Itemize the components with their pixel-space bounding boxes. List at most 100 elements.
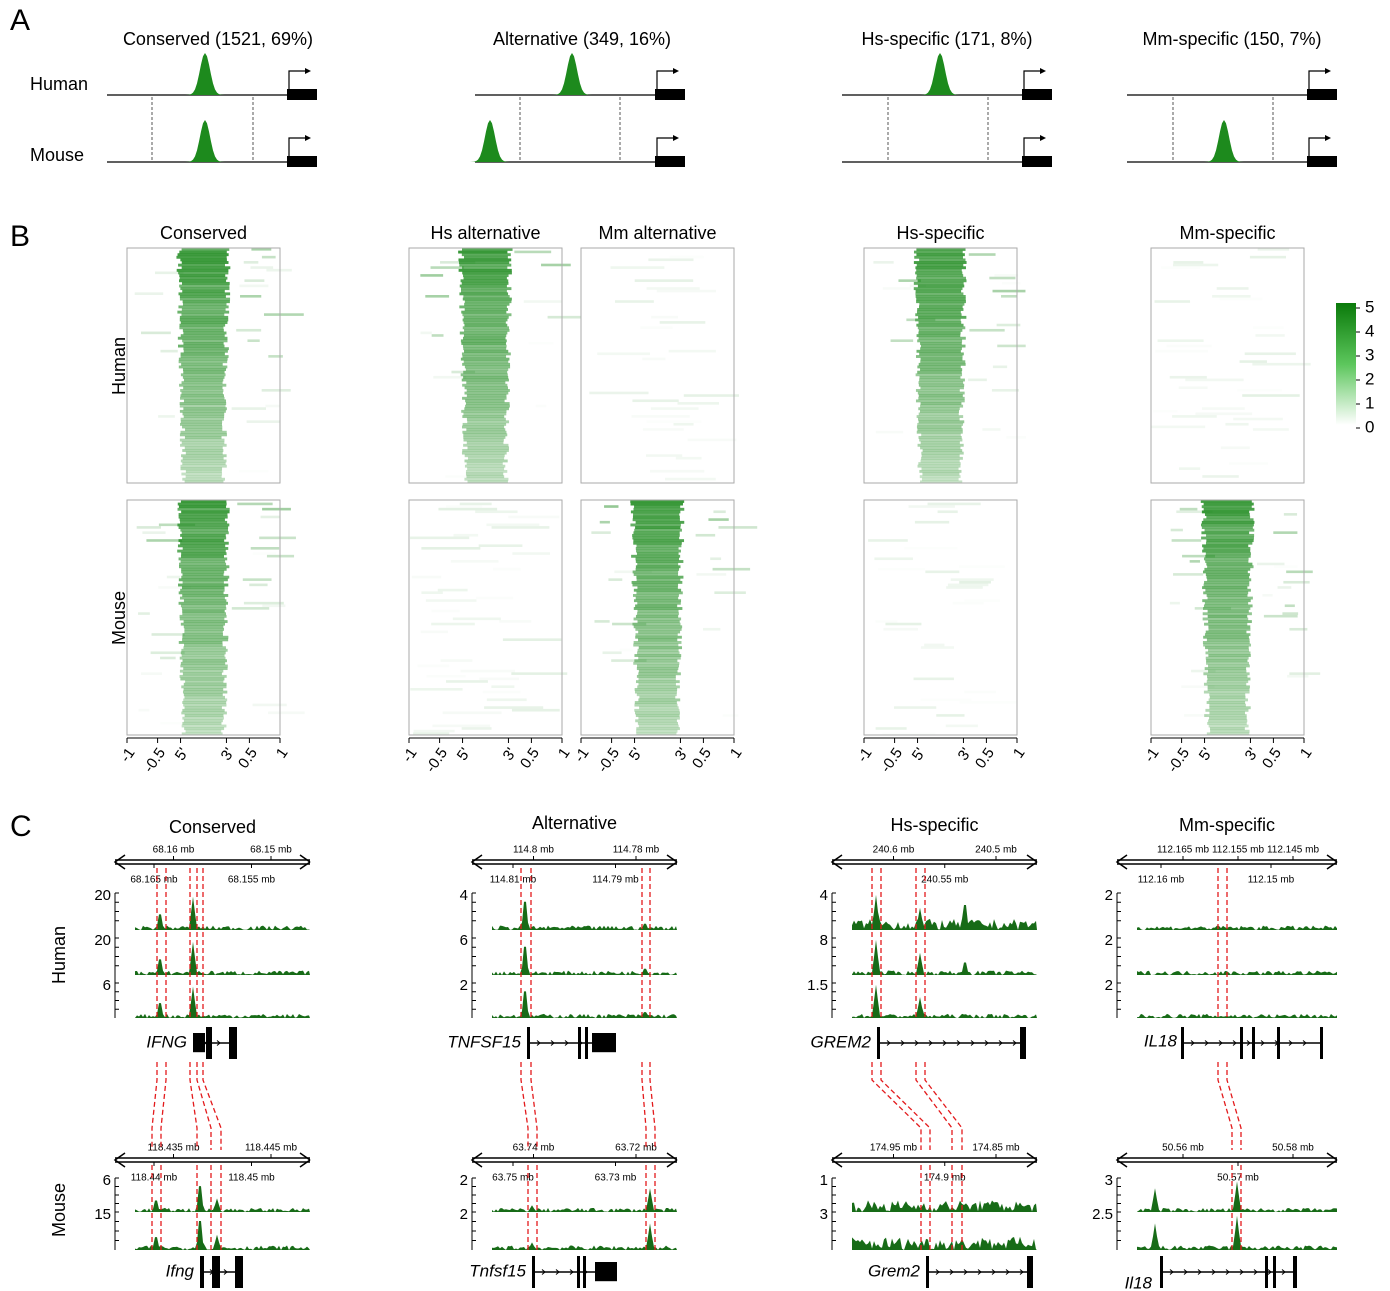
- heatmap-row: [184, 446, 223, 450]
- x-tick-label: 5': [1196, 745, 1216, 764]
- heatmap-row: [915, 355, 963, 358]
- heatmap-row: [184, 714, 224, 718]
- heatmap-row: [632, 622, 681, 626]
- connector: [530, 1062, 538, 1150]
- heatmap-row: [633, 531, 680, 535]
- heatmap-flank: [611, 659, 647, 662]
- heatmap-row: [181, 261, 229, 264]
- heatmap-noise: [936, 714, 965, 717]
- heatmap-row: [182, 672, 222, 676]
- gene-exon: [1293, 1256, 1297, 1288]
- heatmap-row: [185, 680, 224, 684]
- track-max: 2: [1105, 977, 1113, 994]
- gene-exon: [583, 1256, 586, 1288]
- connector: [880, 1062, 931, 1150]
- heatmap-noise: [446, 505, 482, 508]
- heatmap-row: [462, 297, 512, 301]
- heatmap-frame: [1150, 499, 1305, 736]
- heatmap-row: [920, 409, 959, 413]
- heatmap-flank: [263, 313, 304, 316]
- heatmap-row: [1208, 625, 1251, 629]
- heatmap-row: [466, 441, 504, 445]
- heatmap-row: [183, 682, 227, 686]
- heatmap-row: [180, 352, 225, 356]
- heatmap-row: [637, 601, 681, 605]
- heatmap-row: [1206, 680, 1249, 684]
- heatmap-row: [634, 505, 681, 509]
- heatmap-row: [917, 428, 963, 432]
- heatmap-row: [918, 336, 966, 340]
- scale-arrow: [113, 854, 126, 870]
- heatmap-row: [180, 541, 229, 545]
- heatmap-row: [915, 271, 963, 275]
- heatmap-row: [635, 560, 684, 563]
- heatmap-row: [182, 477, 226, 481]
- heatmap-row: [918, 321, 962, 325]
- heatmap-row: [459, 284, 507, 288]
- heatmap-flank: [608, 578, 623, 581]
- heatmap-row: [463, 315, 509, 319]
- heatmap-noise: [479, 678, 519, 681]
- heatmap-row: [1202, 607, 1251, 610]
- strand-arrow: [914, 1040, 919, 1046]
- heatmap-row: [180, 651, 226, 655]
- x-tick-label: 5': [454, 745, 474, 764]
- heatmap-row: [632, 518, 680, 522]
- heatmap-row: [1201, 520, 1255, 524]
- peak: [175, 53, 235, 95]
- heatmap-row: [182, 690, 228, 694]
- heatmap-row: [1206, 515, 1251, 519]
- heatmap-row: [182, 300, 230, 304]
- heatmap-row: [177, 310, 230, 314]
- heatmap-row: [635, 633, 678, 637]
- heatmap-row: [634, 528, 682, 532]
- coverage-track: [852, 1236, 1037, 1250]
- heatmap-flank: [1262, 594, 1273, 597]
- heatmap-row: [917, 443, 964, 447]
- heatmap-row: [917, 365, 961, 369]
- heatmap-noise: [642, 358, 665, 361]
- heatmap-row: [463, 360, 509, 364]
- heatmap-flank: [1286, 570, 1313, 574]
- scale-label: 114.78 mb: [613, 845, 660, 856]
- gene-exon: [235, 1256, 243, 1288]
- heatmap-row: [182, 339, 228, 343]
- heatmap-flank: [268, 355, 283, 358]
- heatmap-row: [634, 703, 678, 707]
- heatmap-noise: [1195, 412, 1253, 416]
- heatmap-row: [637, 612, 679, 616]
- heatmap-flank: [710, 557, 722, 561]
- row-label: Mouse: [30, 145, 84, 165]
- heatmap-row: [918, 383, 965, 387]
- heatmap-noise: [491, 526, 550, 529]
- heatmap-flank: [594, 620, 610, 623]
- heatmap-row: [1202, 617, 1249, 621]
- heatmap-row: [178, 526, 229, 530]
- heatmap-noise: [634, 279, 694, 282]
- heatmap-row: [1206, 539, 1254, 543]
- heatmap-flank: [1284, 604, 1295, 608]
- heatmap-row: [183, 688, 224, 691]
- heatmap-row: [1203, 518, 1254, 522]
- heatmap-row: [1206, 732, 1250, 736]
- heatmap-row: [918, 305, 963, 309]
- track-max: 4: [820, 887, 828, 904]
- heatmap-row: [1207, 721, 1247, 725]
- heatmap-row: [1209, 716, 1247, 720]
- strand-arrow: [963, 1269, 968, 1275]
- strand-arrow: [928, 1040, 933, 1046]
- heatmap-row: [633, 599, 682, 603]
- scale-label: 112.155 mb: [1212, 845, 1265, 856]
- tss-box: [1307, 156, 1337, 167]
- scale-label: 112.145 mb: [1267, 845, 1320, 856]
- gene-exon: [229, 1027, 237, 1059]
- tss-box: [1022, 89, 1052, 100]
- connector: [924, 1062, 963, 1150]
- peak: [460, 120, 520, 162]
- heatmap-row: [919, 302, 965, 306]
- heatmap-noise: [512, 552, 551, 555]
- heatmap-row: [462, 383, 508, 387]
- coverage-track: [135, 941, 310, 975]
- heatmap-row: [917, 370, 962, 374]
- heatmap-flank: [909, 284, 926, 288]
